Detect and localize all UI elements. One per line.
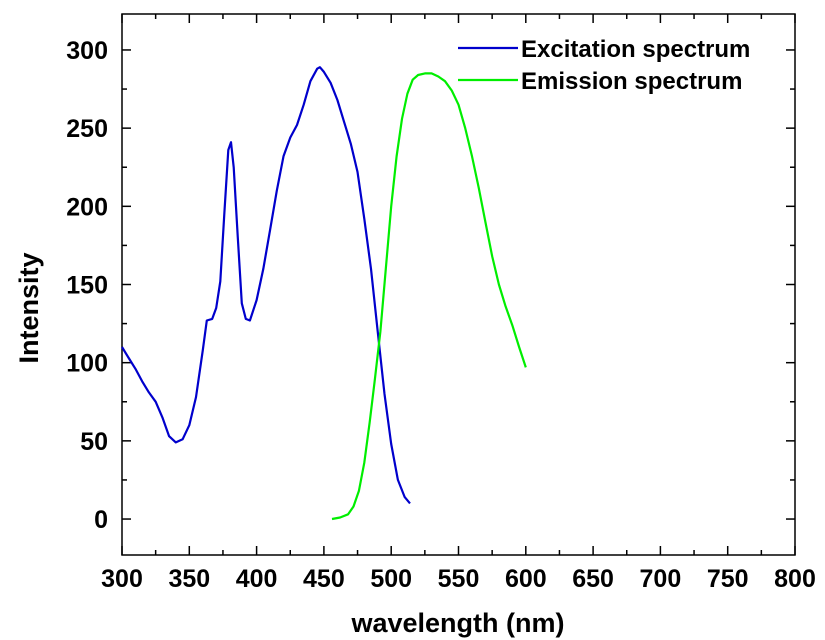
y-tick-label: 300: [66, 37, 108, 65]
x-tick-label: 300: [101, 565, 143, 593]
plot-border: [121, 13, 796, 556]
legend-label: Emission spectrum: [521, 68, 742, 95]
x-tick-label: 800: [774, 565, 816, 593]
axis-ticks: [121, 14, 796, 555]
series-line-emission: [331, 72, 527, 521]
series-line-excitation: [121, 66, 411, 505]
y-tick-label: 150: [66, 272, 108, 300]
legend-label: Excitation spectrum: [521, 36, 750, 63]
x-tick-label: 550: [438, 565, 480, 593]
y-axis-title: Intensity: [14, 252, 44, 363]
x-tick-label: 450: [303, 565, 345, 593]
x-tick-label: 700: [640, 565, 682, 593]
series-lines: [121, 66, 527, 521]
y-tick-label: 200: [66, 193, 108, 221]
y-tick-label: 50: [80, 428, 108, 456]
legend: Excitation spectrum Emission spectrum: [458, 36, 750, 95]
x-tick-label: 400: [236, 565, 278, 593]
y-tick-label: 100: [66, 350, 108, 378]
x-tick-label: 350: [168, 565, 210, 593]
y-tick-label: 0: [94, 506, 108, 534]
x-tick-label: 600: [505, 565, 547, 593]
y-tick-label: 250: [66, 115, 108, 143]
x-axis-title: wavelength (nm): [350, 608, 564, 638]
x-tick-label: 500: [370, 565, 412, 593]
x-tick-label: 750: [707, 565, 749, 593]
x-tick-labels: 300 350 400 450 500 550 600 650 700 750 800: [101, 565, 816, 593]
x-tick-label: 650: [572, 565, 614, 593]
plot-frame: [121, 13, 796, 556]
y-tick-labels: 0 50 100 150 200 250 300: [66, 37, 108, 534]
